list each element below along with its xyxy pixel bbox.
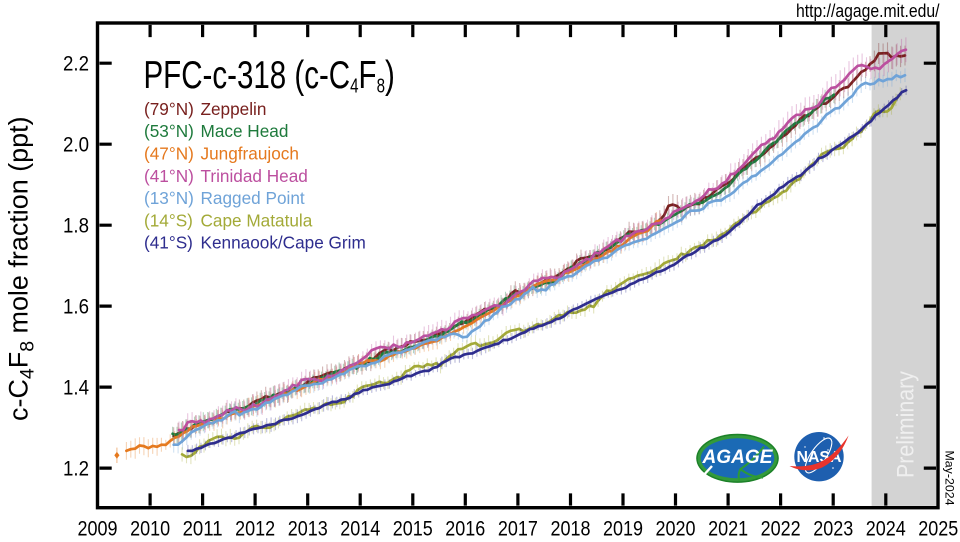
svg-text:(47°N): (47°N) [144,144,194,164]
svg-text:2010: 2010 [130,518,170,541]
svg-text:1.8: 1.8 [63,215,89,238]
svg-text:AGAGE: AGAGE [701,447,773,468]
svg-text:2016: 2016 [445,518,485,541]
svg-text:2018: 2018 [551,518,591,541]
svg-text:1.2: 1.2 [63,458,89,481]
svg-text:2023: 2023 [813,518,853,541]
svg-text:Cape Matatula: Cape Matatula [201,210,313,230]
svg-text:1.4: 1.4 [63,377,89,400]
svg-text:(14°S): (14°S) [144,210,193,230]
svg-text:2021: 2021 [708,518,748,541]
svg-text:2025: 2025 [918,518,958,541]
svg-text:Zeppelin: Zeppelin [201,99,267,119]
svg-text:2020: 2020 [656,518,696,541]
svg-text:2.0: 2.0 [63,134,89,157]
svg-text:Ragged Point: Ragged Point [201,188,305,208]
svg-text:2012: 2012 [235,518,275,541]
svg-text:May-2024: May-2024 [943,451,957,506]
svg-text:Preliminary: Preliminary [893,371,920,478]
svg-text:2015: 2015 [393,518,433,541]
svg-text:Mace Head: Mace Head [201,121,289,141]
svg-text:2024: 2024 [866,518,906,541]
svg-text:c-C4F8 mole fraction (ppt): c-C4F8 mole fraction (ppt) [3,116,38,421]
svg-text:2011: 2011 [183,518,223,541]
svg-text:(53°N): (53°N) [144,121,194,141]
svg-text:2013: 2013 [288,518,328,541]
svg-text:(41°N): (41°N) [144,166,194,186]
svg-text:2022: 2022 [761,518,801,541]
svg-text:http://agage.mit.edu/: http://agage.mit.edu/ [796,1,940,21]
svg-text:1.6: 1.6 [63,296,89,319]
svg-text:Kennaook/Cape Grim: Kennaook/Cape Grim [201,233,366,253]
svg-text:2.2: 2.2 [63,53,89,76]
svg-text:2019: 2019 [603,518,643,541]
svg-text:2009: 2009 [78,518,118,541]
svg-text:(79°N): (79°N) [144,99,194,119]
svg-text:2017: 2017 [498,518,538,541]
svg-text:2014: 2014 [340,518,380,541]
svg-text:Trinidad Head: Trinidad Head [201,166,308,186]
svg-text:Jungfraujoch: Jungfraujoch [201,144,299,164]
svg-text:(13°N): (13°N) [144,188,194,208]
svg-text:(41°S): (41°S) [144,233,193,253]
